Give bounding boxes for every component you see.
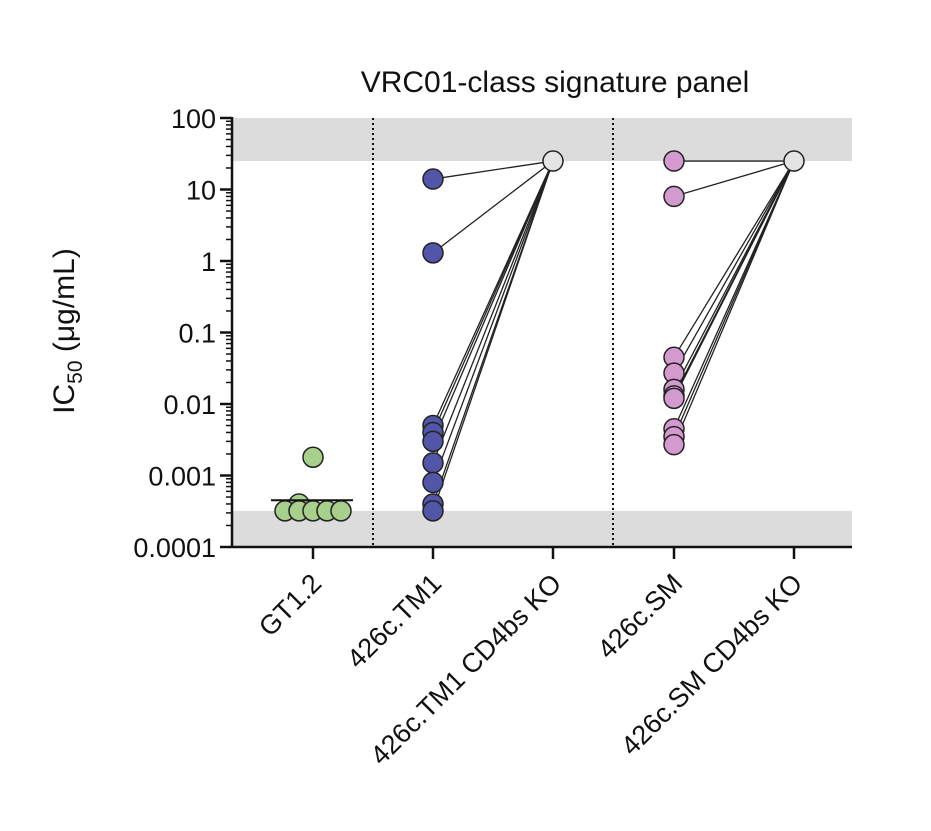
pairing-line [432, 160, 554, 483]
pairing-line [673, 160, 795, 399]
pairing-line [432, 160, 554, 254]
y-axis-label-main: IC [48, 384, 81, 414]
y-axis-label-unit: (μg/mL) [48, 248, 81, 360]
pairing-line [673, 160, 795, 445]
point-gt1-2 [302, 446, 324, 468]
x-tick-label: 426c.SM [592, 568, 689, 665]
x-tick-label: GT1.2 [253, 568, 327, 642]
point-gt1-2 [330, 500, 352, 522]
pairing-line [432, 160, 554, 180]
point-426c-tm1 [422, 500, 444, 522]
point-426c-sm [663, 150, 685, 172]
y-tick-label: 0.1 [178, 319, 216, 349]
point-426c-tm1 [422, 471, 444, 494]
y-tick-label: 1 [201, 247, 216, 277]
pairing-line [673, 160, 795, 374]
point-426c-sm-cd4bs-ko [783, 150, 805, 172]
pairing-line [432, 160, 554, 512]
point-426c-sm [663, 387, 685, 410]
y-tick-label: 0.001 [148, 462, 216, 492]
shaded-regions [232, 118, 852, 547]
data-points [271, 150, 805, 522]
chart-title: VRC01-class signature panel [361, 66, 750, 99]
y-tick-label: 0.0001 [133, 533, 216, 563]
y-tick-label: 0.01 [163, 390, 216, 420]
pairing-line [432, 160, 554, 464]
y-tick-label: 10 [186, 176, 216, 206]
point-426c-tm1 [422, 430, 444, 453]
group-separators [372, 118, 614, 547]
y-tick-label: 100 [171, 104, 216, 134]
axes: 0.0001 0.001 0.01 0.1 1 10 100 [133, 104, 852, 563]
point-426c-tm1-cd4bs-ko [542, 150, 564, 172]
pairing-lines [432, 160, 795, 512]
pairing-line [673, 160, 795, 358]
y-axis-label: IC50 (μg/mL) [48, 248, 87, 414]
y-axis-label-subscript: 50 [64, 360, 87, 383]
point-426c-tm1 [422, 168, 444, 190]
pairing-line [432, 160, 554, 442]
point-426c-sm [663, 185, 685, 208]
x-tick-label: 426c.TM1 [341, 568, 447, 674]
point-426c-tm1 [422, 452, 444, 474]
point-426c-sm [663, 433, 685, 456]
pairing-line [673, 160, 795, 198]
point-426c-tm1 [422, 242, 444, 264]
shaded-band-0 [232, 118, 852, 162]
